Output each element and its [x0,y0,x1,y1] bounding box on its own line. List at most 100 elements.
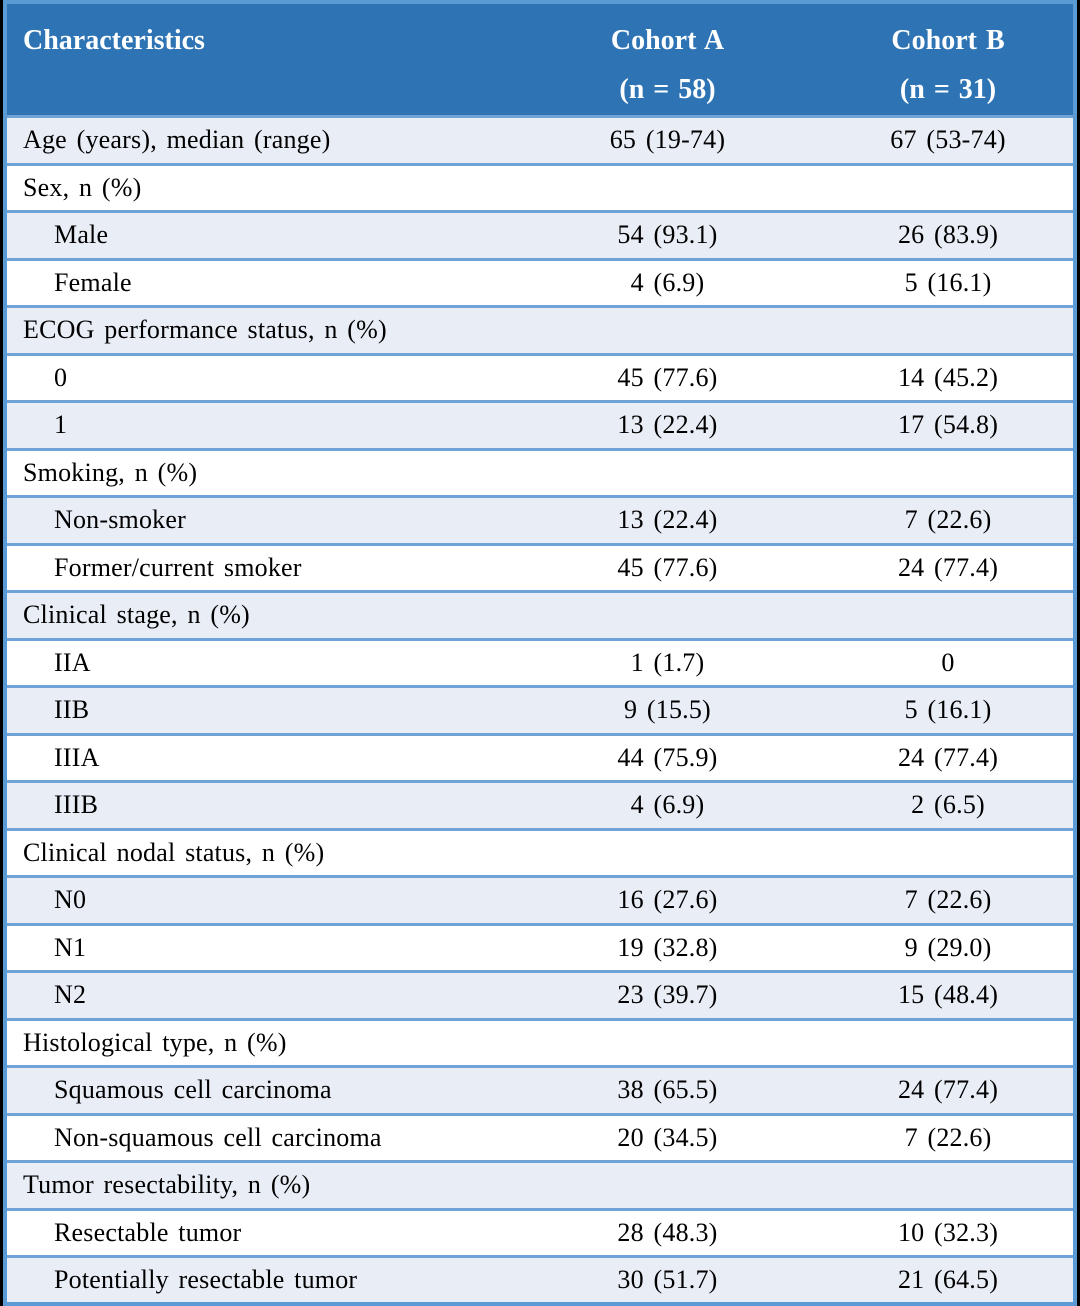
cohort-b-value: 9 (29.0) [904,932,992,962]
cohort-b-value: 24 (77.4) [897,1075,999,1105]
cohort-a-value [512,1162,823,1210]
cohort-b-value [823,592,1075,640]
cohort-b-value: 26 (83.9) [897,220,999,250]
row-label: Clinical nodal status, n (%) [23,837,325,867]
table-body: Age (years), median (range) 65 (19-74) 6… [5,116,1075,1304]
row-label: Smoking, n (%) [23,457,198,487]
cohort-a-value: 45 (77.6) [617,362,718,392]
cohort-a-value: 19 (32.8) [617,932,718,962]
table-row: Potentially resectable tumor 30 (51.7) 2… [5,1256,1075,1304]
cohort-b-value: 10 (32.3) [897,1217,999,1247]
cohort-b-value: 14 (45.2) [897,362,999,392]
cohort-a-value [512,829,823,877]
cohort-a-value: 4 (6.9) [630,267,705,297]
table-row: N2 23 (39.7) 15 (48.4) [5,971,1075,1019]
cohort-b-value: 7 (22.6) [904,885,992,915]
cohort-b-value: 5 (16.1) [904,695,992,725]
table-row: ECOG performance status, n (%) [5,306,1075,355]
cohort-a-value: 16 (27.6) [617,885,718,915]
header-cohort-a-name: Cohort A [610,25,725,56]
cohort-a-value: 20 (34.5) [617,1122,718,1152]
header-characteristics: Characteristics [5,2,512,117]
table-row: Age (years), median (range) 65 (19-74) 6… [5,116,1075,164]
table-row: Histological type, n (%) [5,1019,1075,1067]
header-cohort-b-name: Cohort B [891,25,1005,56]
cohort-a-value: 30 (51.7) [617,1265,718,1294]
header-cohort-b: Cohort B (n = 31) [823,2,1075,117]
table-row: Clinical nodal status, n (%) [5,829,1075,877]
table-row: Smoking, n (%) [5,449,1075,497]
row-label: Male [54,220,109,250]
row-label: 0 [54,362,68,392]
cohort-b-value: 7 (22.6) [904,1122,992,1152]
cohort-a-value: 28 (48.3) [617,1217,718,1247]
cohort-a-value: 45 (77.6) [617,552,718,582]
row-label: Non-squamous cell carcinoma [54,1122,382,1152]
cohort-b-value [823,164,1075,212]
row-label: Age (years), median (range) [23,125,331,155]
cohort-a-value: 13 (22.4) [617,410,718,440]
cohort-a-value: 44 (75.9) [617,742,718,772]
cohort-a-value: 13 (22.4) [617,505,718,535]
row-label: N2 [54,980,87,1010]
cohort-a-value: 65 (19-74) [609,125,726,155]
cohort-a-value: 38 (65.5) [617,1075,718,1105]
row-label: Histological type, n (%) [23,1027,287,1057]
table-row: IIA 1 (1.7) 0 [5,639,1075,687]
row-label: IIB [54,695,90,725]
cohort-a-value [512,164,823,212]
row-label: IIIB [54,790,99,820]
cohort-b-value [823,1019,1075,1067]
table-row: Squamous cell carcinoma 38 (65.5) 24 (77… [5,1066,1075,1114]
cohort-a-value [512,592,823,640]
row-label: Clinical stage, n (%) [23,600,250,630]
table-row: N0 16 (27.6) 7 (22.6) [5,876,1075,924]
cohort-a-value: 1 (1.7) [630,647,705,677]
cohort-a-value: 9 (15.5) [624,695,711,725]
table-row: 1 13 (22.4) 17 (54.8) [5,401,1075,449]
row-label: N0 [54,885,87,915]
table-row: Non-smoker 13 (22.4) 7 (22.6) [5,496,1075,544]
table-row: IIIB 4 (6.9) 2 (6.5) [5,781,1075,829]
row-label: ECOG performance status, n (%) [23,315,387,345]
patient-characteristics-table-frame: Characteristics Cohort A (n = 58) Cohort… [3,0,1077,1306]
cohort-a-value [512,449,823,497]
table-header: Characteristics Cohort A (n = 58) Cohort… [5,2,1075,117]
cohort-b-value: 17 (54.8) [897,410,999,440]
cohort-b-value: 24 (77.4) [897,552,999,582]
cohort-a-value [512,307,823,355]
header-row: Characteristics Cohort A (n = 58) Cohort… [5,2,1075,117]
table-row: N1 19 (32.8) 9 (29.0) [5,924,1075,972]
header-cohort-b-n: (n = 31) [899,74,997,105]
table-row: 0 45 (77.6) 14 (45.2) [5,354,1075,402]
header-characteristics-label: Characteristics [23,25,205,56]
table-row: Former/current smoker 45 (77.6) 24 (77.4… [5,544,1075,592]
cohort-b-value: 5 (16.1) [904,267,992,297]
row-label: Tumor resectability, n (%) [23,1170,311,1200]
row-label: Sex, n (%) [23,172,142,202]
patient-characteristics-table: Characteristics Cohort A (n = 58) Cohort… [3,0,1077,1306]
header-cohort-a-n: (n = 58) [619,74,716,105]
row-label: Squamous cell carcinoma [54,1075,332,1105]
cohort-b-value: 67 (53-74) [890,125,1006,155]
row-label: IIIA [54,742,100,772]
cohort-b-value: 0 [941,647,955,677]
row-label: N1 [54,932,87,962]
cohort-b-value [823,449,1075,497]
cohort-a-value [512,1019,823,1067]
table-row: Clinical stage, n (%) [5,591,1075,640]
header-cohort-a: Cohort A (n = 58) [511,2,824,117]
cohort-a-value: 4 (6.9) [630,790,705,820]
cohort-a-value: 54 (93.1) [617,220,718,250]
table-row: Sex, n (%) [5,164,1075,212]
row-label: 1 [54,410,68,440]
table-row: Resectable tumor 28 (48.3) 10 (32.3) [5,1209,1075,1257]
row-label: Resectable tumor [54,1217,242,1247]
cohort-b-value: 7 (22.6) [904,505,992,535]
row-label: Potentially resectable tumor [54,1265,358,1294]
cohort-b-value [823,829,1075,877]
cohort-b-value [823,307,1075,355]
table-row: Tumor resectability, n (%) [5,1161,1075,1210]
cohort-b-value: 21 (64.5) [897,1265,999,1294]
cohort-a-value: 23 (39.7) [617,980,718,1010]
